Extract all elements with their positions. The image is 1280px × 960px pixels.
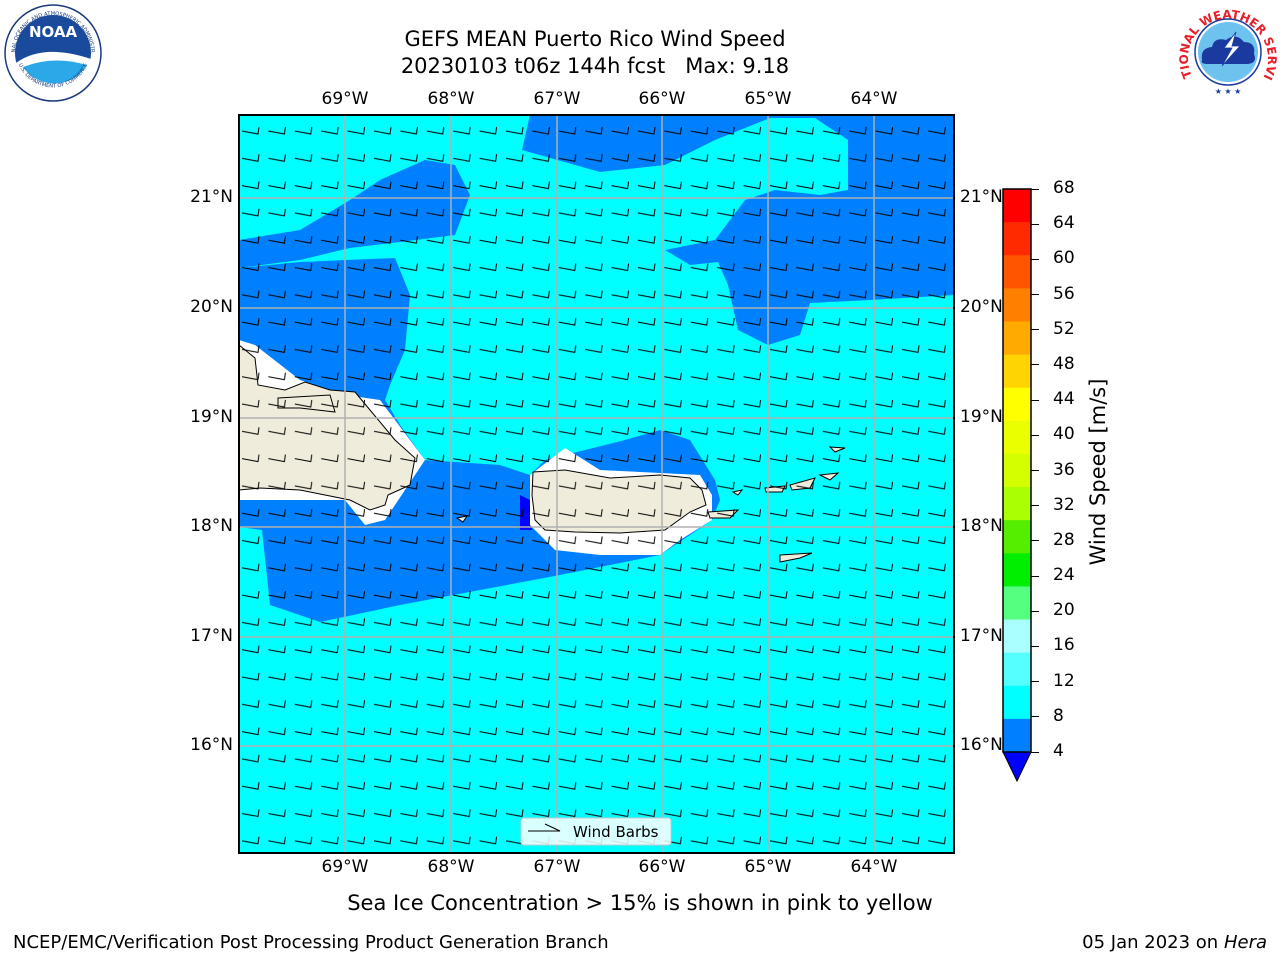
colorbar-tick-label: 44 [1053, 389, 1075, 410]
noaa-logo-icon: NOAA NATIONAL OCEANIC AND ATMOSPHERIC AD… [3, 3, 102, 102]
colorbar-tick-mark [1031, 329, 1039, 331]
lon-label-bottom: 66°W [638, 857, 686, 877]
wind-barb-legend: Wind Barbs [520, 817, 672, 846]
colorbar-tick-label: 48 [1053, 353, 1075, 374]
noaa-logo-text: NOAA [29, 23, 78, 41]
colorbar-tick-mark [1031, 294, 1039, 296]
lat-label-left: 19°N [190, 407, 233, 427]
lon-label-bottom: 68°W [427, 857, 475, 877]
colorbar-band [1003, 288, 1031, 322]
colorbar-tick-mark [1031, 575, 1039, 577]
graticule [239, 115, 954, 853]
colorbar-tick-label: 32 [1053, 494, 1075, 515]
colorbar-band [1003, 453, 1031, 488]
colorbar-tick-mark [1031, 681, 1039, 683]
colorbar-band [1003, 685, 1031, 720]
colorbar-tick-label: 16 [1053, 635, 1075, 656]
colorbar-band [1003, 586, 1031, 621]
lon-label-bottom: 65°W [744, 857, 792, 877]
lat-label-left: 20°N [190, 297, 233, 317]
colorbar-tick-mark [1031, 716, 1039, 718]
colorbar-band [1003, 520, 1031, 554]
map-frame [238, 114, 955, 854]
colorbar-band [1003, 222, 1031, 256]
map-area [239, 115, 954, 853]
colorbar-tick-mark [1031, 751, 1039, 753]
colorbar-band [1003, 487, 1031, 521]
colorbar-tick-label: 20 [1053, 600, 1075, 621]
colorbar-band [1003, 387, 1031, 422]
colorbar [1002, 188, 1032, 783]
lat-label-left: 18°N [190, 516, 233, 536]
colorbar-tick-label: 4 [1053, 741, 1064, 761]
lon-label-bottom: 67°W [533, 857, 581, 877]
colorbar-tick-label: 52 [1053, 318, 1075, 339]
footer-right: 05 Jan 2023 on Hera [1082, 932, 1267, 953]
colorbar-tick-label: 24 [1053, 565, 1075, 586]
lat-label-left: 17°N [190, 626, 233, 646]
footer-date: 05 Jan 2023 on [1082, 932, 1224, 953]
lon-label-top: 67°W [533, 89, 581, 109]
colorbar-under-triangle [1002, 751, 1032, 783]
chart-title-line1: GEFS MEAN Puerto Rico Wind Speed [404, 27, 786, 51]
colorbar-band [1003, 652, 1031, 687]
colorbar-tick-label: 40 [1053, 424, 1075, 445]
lon-label-top: 69°W [321, 89, 369, 109]
lon-label-top: 68°W [427, 89, 475, 109]
lat-label-right: 16°N [960, 735, 1003, 755]
colorbar-tick-mark [1031, 505, 1039, 507]
chart-title-line2: 20230103 t06z 144h fcst Max: 9.18 [400, 54, 790, 78]
wind-barbs-field [239, 115, 954, 853]
colorbar-tick-mark [1031, 645, 1039, 647]
legend-barb-icon [528, 823, 561, 832]
nws-logo-icon: NATIONAL WEATHER SERVICE ★ ★ ★ [1178, 2, 1278, 99]
sea-ice-caption: Sea Ice Concentration > 15% is shown in … [347, 891, 933, 915]
colorbar-band [1003, 619, 1031, 654]
svg-text:★ ★ ★: ★ ★ ★ [1215, 87, 1242, 96]
lon-label-bottom: 69°W [321, 857, 369, 877]
lat-label-right: 18°N [960, 516, 1003, 536]
colorbar-tick-label: 36 [1053, 459, 1075, 480]
colorbar-band [1003, 718, 1031, 753]
lat-label-right: 19°N [960, 407, 1003, 427]
colorbar-tick-mark [1031, 434, 1039, 436]
colorbar-label: Wind Speed [m/s] [1086, 378, 1110, 566]
colorbar-tick-mark [1031, 223, 1039, 225]
colorbar-band [1003, 189, 1031, 223]
colorbar-tick-label: 64 [1053, 213, 1075, 234]
lon-label-top: 64°W [850, 89, 898, 109]
colorbar-band [1003, 255, 1031, 289]
colorbar-tick-label: 60 [1053, 248, 1075, 269]
colorbar-band [1003, 420, 1031, 455]
footer-left: NCEP/EMC/Verification Post Processing Pr… [13, 932, 609, 953]
lon-label-top: 66°W [638, 89, 686, 109]
colorbar-tick-label: 8 [1053, 705, 1064, 726]
colorbar-band [1003, 354, 1031, 389]
colorbar-tick-mark [1031, 399, 1039, 401]
lat-label-left: 16°N [190, 735, 233, 755]
colorbar-tick-label: 56 [1053, 283, 1075, 304]
colorbar-tick-mark [1031, 258, 1039, 260]
colorbar-tick-mark [1031, 188, 1039, 190]
footer-host: Hera [1223, 932, 1267, 953]
lon-label-top: 65°W [744, 89, 792, 109]
colorbar-tick-mark [1031, 364, 1039, 366]
lat-label-left: 21°N [190, 187, 233, 207]
lon-label-bottom: 64°W [850, 857, 898, 877]
colorbar-band [1003, 321, 1031, 356]
lat-label-right: 20°N [960, 297, 1003, 317]
lat-label-right: 21°N [960, 187, 1003, 207]
colorbar-tick-mark [1031, 540, 1039, 542]
colorbar-band [1003, 553, 1031, 587]
colorbar-tick-mark [1031, 470, 1039, 471]
lat-label-right: 17°N [960, 626, 1003, 646]
colorbar-tick-label: 28 [1053, 529, 1075, 550]
legend-label: Wind Barbs [573, 823, 659, 841]
colorbar-tick-label: 12 [1053, 670, 1075, 691]
colorbar-tick-mark [1031, 610, 1039, 612]
colorbar-tick-label: 68 [1053, 178, 1075, 198]
